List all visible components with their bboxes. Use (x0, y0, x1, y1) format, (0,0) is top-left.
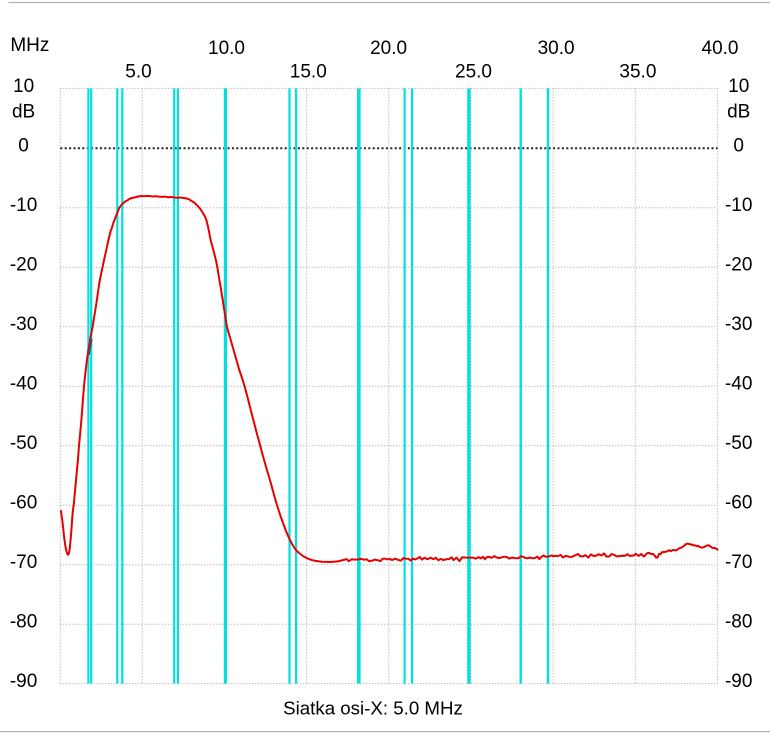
svg-text:10: 10 (13, 76, 34, 97)
svg-text:Siatka osi-X: 5.0 MHz: Siatka osi-X: 5.0 MHz (283, 697, 463, 718)
svg-text:40.0: 40.0 (702, 38, 739, 59)
svg-text:-90: -90 (10, 671, 37, 692)
svg-text:10: 10 (728, 76, 749, 97)
svg-text:-90: -90 (725, 671, 752, 692)
svg-text:-60: -60 (725, 492, 752, 513)
svg-text:dB: dB (12, 101, 35, 122)
svg-text:5.0: 5.0 (125, 62, 151, 83)
svg-text:-10: -10 (725, 195, 752, 216)
svg-text:dB: dB (727, 101, 750, 122)
svg-text:-60: -60 (10, 492, 37, 513)
svg-text:MHz: MHz (10, 35, 49, 56)
svg-text:-40: -40 (10, 373, 37, 394)
svg-text:35.0: 35.0 (619, 62, 656, 83)
svg-text:30.0: 30.0 (538, 38, 575, 59)
svg-text:-70: -70 (725, 552, 752, 573)
svg-text:-30: -30 (10, 314, 37, 335)
svg-text:20.0: 20.0 (370, 38, 407, 59)
svg-text:0: 0 (733, 135, 744, 156)
svg-text:25.0: 25.0 (455, 62, 492, 83)
svg-text:-80: -80 (725, 611, 752, 632)
svg-text:-20: -20 (10, 254, 37, 275)
svg-text:-50: -50 (10, 433, 37, 454)
svg-text:0: 0 (18, 135, 29, 156)
svg-text:-80: -80 (10, 611, 37, 632)
svg-text:-20: -20 (725, 254, 752, 275)
svg-text:15.0: 15.0 (290, 62, 327, 83)
svg-text:-70: -70 (10, 552, 37, 573)
svg-text:-10: -10 (10, 195, 37, 216)
svg-text:-30: -30 (725, 314, 752, 335)
svg-text:10.0: 10.0 (208, 38, 245, 59)
svg-text:-40: -40 (725, 373, 752, 394)
svg-text:-50: -50 (725, 433, 752, 454)
